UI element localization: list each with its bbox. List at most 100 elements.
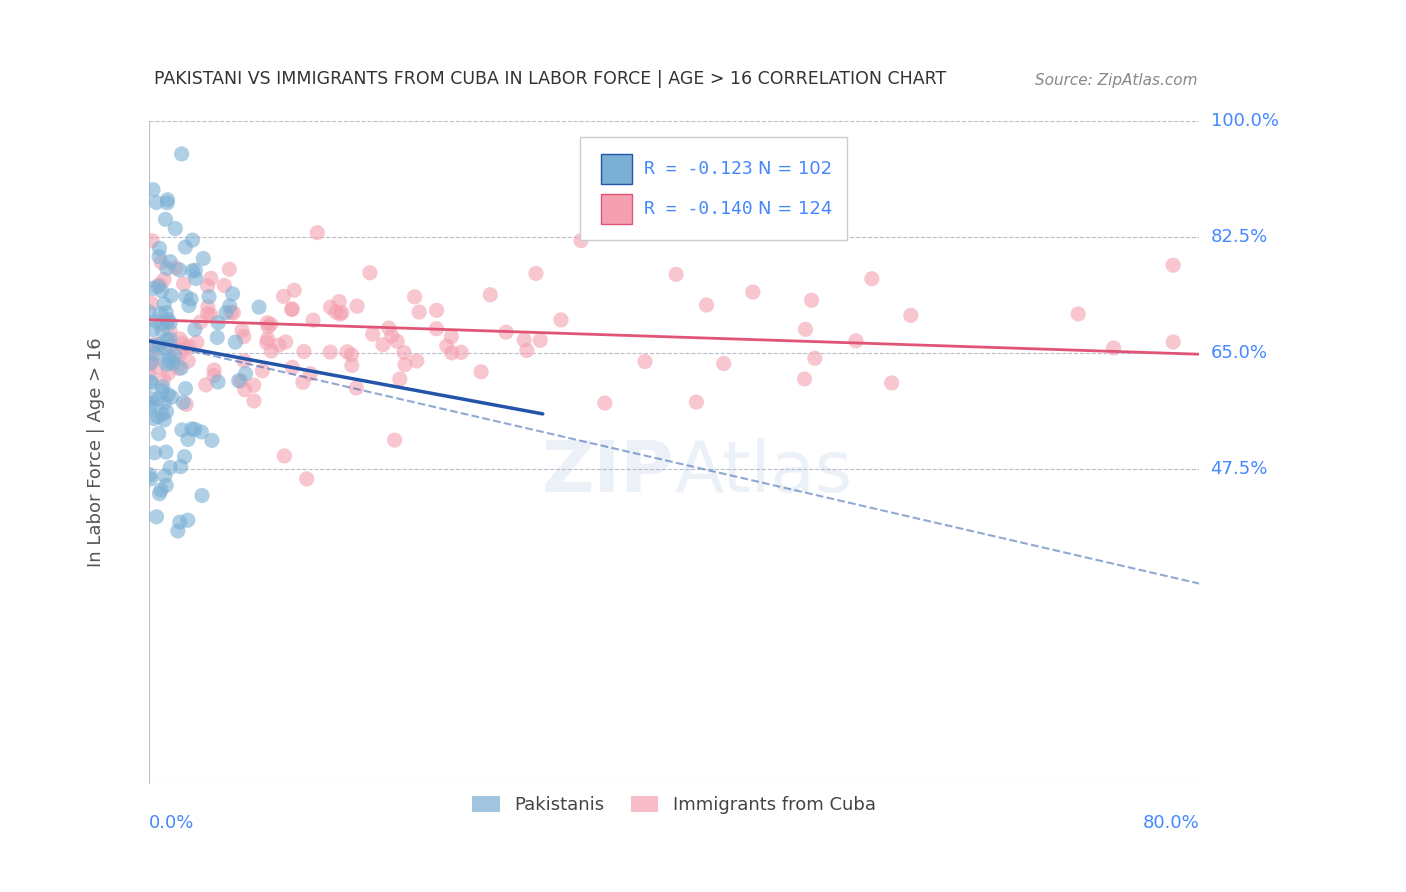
Point <box>143 337 166 351</box>
Point <box>156 261 179 276</box>
Point <box>495 325 517 339</box>
Point <box>273 289 295 303</box>
Point <box>150 407 173 421</box>
Point <box>800 293 823 308</box>
Point <box>165 221 187 235</box>
Point <box>233 383 256 397</box>
Point <box>378 321 401 335</box>
Point <box>169 332 191 346</box>
Point <box>180 422 202 436</box>
Point <box>184 322 207 336</box>
Point <box>148 250 170 264</box>
Point <box>139 392 162 406</box>
Point <box>177 513 200 527</box>
Point <box>207 330 229 344</box>
Point <box>302 313 325 327</box>
Point <box>149 337 172 351</box>
Point <box>330 306 353 320</box>
Point <box>166 524 188 538</box>
Point <box>148 486 170 500</box>
Point <box>184 263 207 277</box>
Point <box>139 467 162 482</box>
Point <box>440 329 463 343</box>
Point <box>235 367 257 381</box>
Point <box>283 283 305 297</box>
Point <box>479 287 502 301</box>
Text: 65.0%: 65.0% <box>1211 344 1268 362</box>
Point <box>170 147 193 161</box>
Point <box>405 354 427 368</box>
Point <box>160 390 183 404</box>
Point <box>173 277 195 291</box>
Text: R = -0.140: R = -0.140 <box>644 200 752 218</box>
Point <box>388 372 411 386</box>
Point <box>845 334 868 348</box>
Point <box>159 338 181 352</box>
Point <box>155 445 177 459</box>
Point <box>231 324 253 338</box>
Point <box>153 272 176 286</box>
Point <box>281 302 304 317</box>
Point <box>155 212 177 227</box>
Point <box>173 450 195 464</box>
Point <box>170 361 193 376</box>
Point <box>156 193 179 207</box>
Point <box>181 264 204 278</box>
Point <box>224 335 246 350</box>
Point <box>470 365 492 379</box>
Point <box>150 384 173 399</box>
Point <box>229 374 252 388</box>
Point <box>170 459 193 474</box>
Point <box>325 305 347 319</box>
Legend: Pakistanis, Immigrants from Cuba: Pakistanis, Immigrants from Cuba <box>465 789 883 822</box>
Point <box>685 395 707 409</box>
Point <box>207 316 229 330</box>
Point <box>153 468 176 483</box>
Point <box>174 240 197 254</box>
Text: Source: ZipAtlas.com: Source: ZipAtlas.com <box>1035 73 1198 87</box>
Point <box>145 314 167 328</box>
Point <box>260 318 283 332</box>
Point <box>177 433 200 447</box>
Point <box>184 422 207 436</box>
Point <box>145 509 167 524</box>
Point <box>267 338 290 352</box>
Point <box>404 290 426 304</box>
Point <box>155 404 177 418</box>
Point <box>139 376 162 390</box>
Point <box>148 426 170 441</box>
Point <box>172 336 194 351</box>
Point <box>172 395 194 409</box>
Point <box>295 472 318 486</box>
Point <box>219 305 242 319</box>
Point <box>344 381 367 395</box>
Point <box>281 301 304 316</box>
Point <box>145 360 167 375</box>
Point <box>173 342 195 356</box>
Text: 0.0%: 0.0% <box>149 814 194 832</box>
Point <box>197 300 219 314</box>
Point <box>319 345 342 359</box>
Point <box>1161 334 1184 349</box>
Point <box>426 303 449 318</box>
Point <box>256 332 278 346</box>
Point <box>146 279 169 293</box>
Point <box>328 294 350 309</box>
Point <box>450 345 472 359</box>
Point <box>218 299 240 313</box>
Point <box>252 364 274 378</box>
Point <box>593 396 616 410</box>
Point <box>1102 341 1125 355</box>
Point <box>138 367 160 381</box>
Point <box>665 268 688 282</box>
Point <box>141 296 163 310</box>
Point <box>174 289 197 303</box>
Point <box>156 315 179 329</box>
Point <box>384 433 406 447</box>
Point <box>221 286 243 301</box>
Point <box>222 306 245 320</box>
Point <box>148 241 170 255</box>
Point <box>149 483 172 498</box>
Point <box>156 357 179 371</box>
Point <box>307 226 329 240</box>
